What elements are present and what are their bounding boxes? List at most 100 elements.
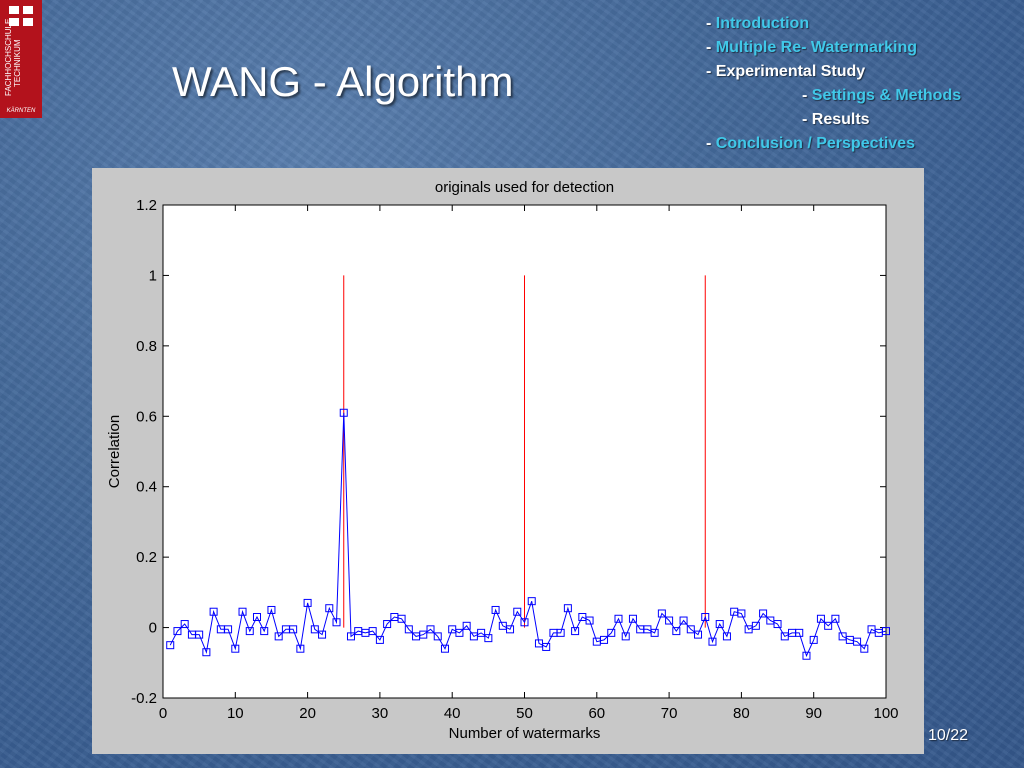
data-point [563, 604, 572, 613]
x-tick-label: 50 [516, 705, 533, 722]
data-point [585, 616, 594, 625]
logo-vertical-text: FACHHOCHSCHULE TECHNIKUM [4, 18, 22, 96]
data-point [433, 632, 442, 641]
data-point [527, 597, 536, 606]
outline-item[interactable]: - Settings & Methods [706, 84, 1016, 108]
data-point [715, 620, 724, 629]
x-tick-label: 0 [159, 705, 167, 722]
y-tick-label: 0.4 [136, 479, 157, 496]
data-point [166, 641, 175, 650]
outline-item-label: Experimental Study [715, 63, 866, 80]
data-point [180, 620, 189, 629]
data-point [440, 644, 449, 653]
data-point [267, 605, 276, 614]
data-point [397, 614, 406, 623]
data-point [332, 618, 341, 627]
data-point [694, 630, 703, 639]
data-point [679, 616, 688, 625]
logo-sub-text: KÄRNTEN [6, 108, 36, 114]
y-axis-label: Correlation [106, 415, 123, 488]
data-point [202, 648, 211, 657]
outline-item-label: Settings & Methods [811, 87, 962, 104]
data-point [657, 609, 666, 618]
data-point [346, 632, 355, 641]
data-point [628, 614, 637, 623]
correlation-chart: 0 10 20 30 40 50 60 70 80 90 100-0.200.20.40.60.81… [106, 179, 899, 742]
x-tick-label: 20 [299, 705, 316, 722]
x-tick-label: 60 [588, 705, 605, 722]
y-tick-label: -0.2 [131, 690, 157, 707]
institution-logo: FACHHOCHSCHULE TECHNIKUM KÄRNTEN [0, 0, 42, 118]
data-point [621, 632, 630, 641]
data-point [310, 625, 319, 634]
x-tick-label: 90 [805, 705, 822, 722]
x-tick-label: 10 [227, 705, 244, 722]
data-point [245, 627, 254, 636]
data-point [419, 630, 428, 639]
page-number: 10/22 [928, 727, 969, 744]
y-tick-label: 0.6 [136, 408, 157, 425]
data-point [383, 620, 392, 629]
outline-item[interactable]: - Results [706, 108, 1016, 132]
x-tick-label: 30 [372, 705, 389, 722]
data-point [368, 627, 377, 636]
data-point [600, 635, 609, 644]
data-point [686, 625, 695, 634]
data-point [882, 627, 890, 636]
data-point [252, 613, 261, 622]
outline-item[interactable]: - Conclusion / Perspectives [706, 132, 1016, 156]
x-tick-label: 70 [661, 705, 678, 722]
x-tick-label: 80 [733, 705, 750, 722]
data-point [708, 637, 717, 646]
data-point [209, 607, 218, 616]
outline-item-bullet: - [706, 15, 716, 32]
data-point [795, 628, 804, 637]
data-point [520, 618, 529, 627]
outline-item-bullet: - [706, 39, 716, 56]
outline-item-bullet: - [706, 63, 716, 80]
outline-item-label: Conclusion / Perspectives [715, 135, 915, 152]
data-point [455, 628, 464, 637]
data-point [751, 621, 760, 630]
outline-navigation: - Introduction - Multiple Re- Watermarkin… [706, 12, 1016, 156]
data-point [289, 625, 298, 634]
chart-title: originals used for detection [435, 179, 614, 196]
data-point [816, 614, 825, 623]
outline-item-bullet: - [802, 87, 812, 104]
data-point [296, 644, 305, 653]
data-point [759, 609, 768, 618]
data-point [303, 598, 312, 607]
data-point [513, 607, 522, 616]
data-point [824, 621, 833, 630]
data-point [491, 605, 500, 614]
data-point [260, 627, 269, 636]
x-axis-label: Number of watermarks [449, 725, 601, 742]
data-point [173, 627, 182, 636]
data-point [831, 614, 840, 623]
outline-item[interactable]: - Experimental Study [706, 60, 1016, 84]
data-point [802, 651, 811, 660]
y-tick-label: 0.8 [136, 338, 157, 355]
slide-title: WANG - Algorithm [172, 58, 514, 105]
data-point [224, 625, 233, 634]
outline-item[interactable]: - Introduction [706, 12, 1016, 36]
data-point [737, 609, 746, 618]
data-point [650, 628, 659, 637]
outline-item-bullet: - [706, 135, 716, 152]
data-point [506, 625, 515, 634]
data-point [231, 644, 240, 653]
data-point [672, 627, 681, 636]
y-tick-label: 1.2 [136, 197, 157, 214]
data-point [426, 625, 435, 634]
outline-item[interactable]: - Multiple Re- Watermarking [706, 36, 1016, 60]
data-point [614, 614, 623, 623]
data-point [571, 627, 580, 636]
data-point [860, 644, 869, 653]
data-point [556, 628, 565, 637]
data-point [701, 613, 710, 622]
data-point [542, 642, 551, 651]
chart-figure: 0 10 20 30 40 50 60 70 80 90 100 -0.2 0 0.2 0.4 0.6 0.8 1… [92, 168, 924, 754]
outline-item-label: Multiple Re- Watermarking [715, 39, 917, 56]
data-point [462, 621, 471, 630]
y-tick-label: 1 [149, 267, 157, 284]
